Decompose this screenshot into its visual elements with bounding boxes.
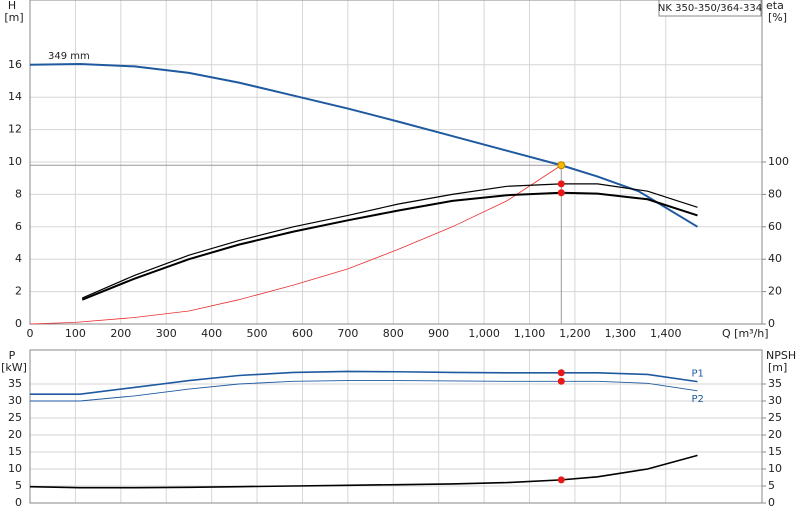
- y-tick-label: 20: [8, 428, 22, 441]
- curve: [81, 191, 698, 301]
- y-tick-label: 0: [15, 496, 22, 509]
- y2-tick-label: 10: [768, 462, 782, 475]
- y-axis-unit: [kW]: [1, 361, 27, 374]
- x-tick-label: 1,400: [650, 327, 682, 340]
- x-tick-label: 1,300: [605, 327, 637, 340]
- operating-point: [557, 161, 566, 170]
- y2-tick-label: 60: [768, 220, 782, 233]
- y2-tick-label: 5: [768, 479, 775, 492]
- x-tick-label: 400: [201, 327, 222, 340]
- x-tick-label: 900: [428, 327, 449, 340]
- plot-frame: [29, 0, 763, 325]
- y2-tick-label: 40: [768, 252, 782, 265]
- operating-point: [557, 369, 565, 377]
- x-tick-label: 700: [337, 327, 358, 340]
- y-axis-label: H: [8, 0, 16, 12]
- curve: [29, 164, 562, 325]
- y2-tick-label: 20: [768, 428, 782, 441]
- chart-title: NK 350-350/364-334: [658, 3, 762, 14]
- y-tick-label: 2: [15, 285, 22, 298]
- y2-tick-label: 15: [768, 445, 782, 458]
- y-tick-label: 10: [8, 462, 22, 475]
- y-tick-label: 12: [8, 123, 22, 136]
- x-tick-label: 500: [247, 327, 268, 340]
- y-axis-unit: [m]: [4, 11, 23, 24]
- y2-tick-label: 35: [768, 377, 782, 390]
- y-tick-label: 10: [8, 155, 22, 168]
- y-tick-label: 14: [8, 90, 22, 103]
- y-tick-label: 15: [8, 445, 22, 458]
- curve-label: 349 mm: [48, 51, 90, 62]
- y2-tick-label: 100: [768, 155, 789, 168]
- x-tick-label: 1,100: [514, 327, 546, 340]
- x-tick-label: 300: [156, 327, 177, 340]
- operating-point: [557, 377, 565, 385]
- operating-point: [557, 189, 565, 197]
- y-tick-label: 35: [8, 377, 22, 390]
- operating-point: [557, 180, 565, 188]
- y-tick-label: 25: [8, 411, 22, 424]
- y2-tick-label: 80: [768, 187, 782, 200]
- y2-tick-label: 25: [768, 411, 782, 424]
- y-axis-label: P: [9, 349, 16, 362]
- y-tick-label: 8: [15, 187, 22, 200]
- title-box: [658, 0, 762, 17]
- x-tick-label: 0: [27, 327, 34, 340]
- x-axis-label: Q [m³/h]: [722, 327, 769, 340]
- curve: [30, 380, 698, 402]
- y-tick-label: 4: [15, 252, 22, 265]
- curve: [29, 454, 698, 489]
- x-tick-label: 800: [383, 327, 404, 340]
- y-tick-label: 30: [8, 394, 22, 407]
- y-tick-label: 16: [8, 58, 22, 71]
- x-tick-label: 1,000: [468, 327, 500, 340]
- operating-point: [557, 476, 565, 484]
- curve: [81, 183, 698, 299]
- y2-tick-label: 0: [768, 317, 775, 330]
- y-tick-label: 0: [15, 317, 22, 330]
- y-tick-label: 5: [15, 479, 22, 492]
- curve-label: P1: [692, 369, 704, 380]
- y2-axis-label: eta: [766, 0, 784, 12]
- curve-label: P2: [692, 394, 704, 405]
- y2-tick-label: 0: [768, 496, 775, 509]
- y-tick-label: 6: [15, 220, 22, 233]
- y2-axis-unit: [%]: [768, 11, 787, 24]
- x-tick-label: 1,200: [559, 327, 591, 340]
- y2-tick-label: 30: [768, 394, 782, 407]
- y2-tick-label: 20: [768, 285, 782, 298]
- y2-axis-unit: [m]: [768, 361, 787, 374]
- x-tick-label: 100: [65, 327, 86, 340]
- y2-axis-label: NPSH: [766, 349, 796, 362]
- plot-frame: [29, 349, 763, 504]
- x-tick-label: 600: [292, 327, 313, 340]
- curve: [29, 62, 699, 228]
- x-tick-label: 200: [110, 327, 131, 340]
- curve: [30, 370, 698, 395]
